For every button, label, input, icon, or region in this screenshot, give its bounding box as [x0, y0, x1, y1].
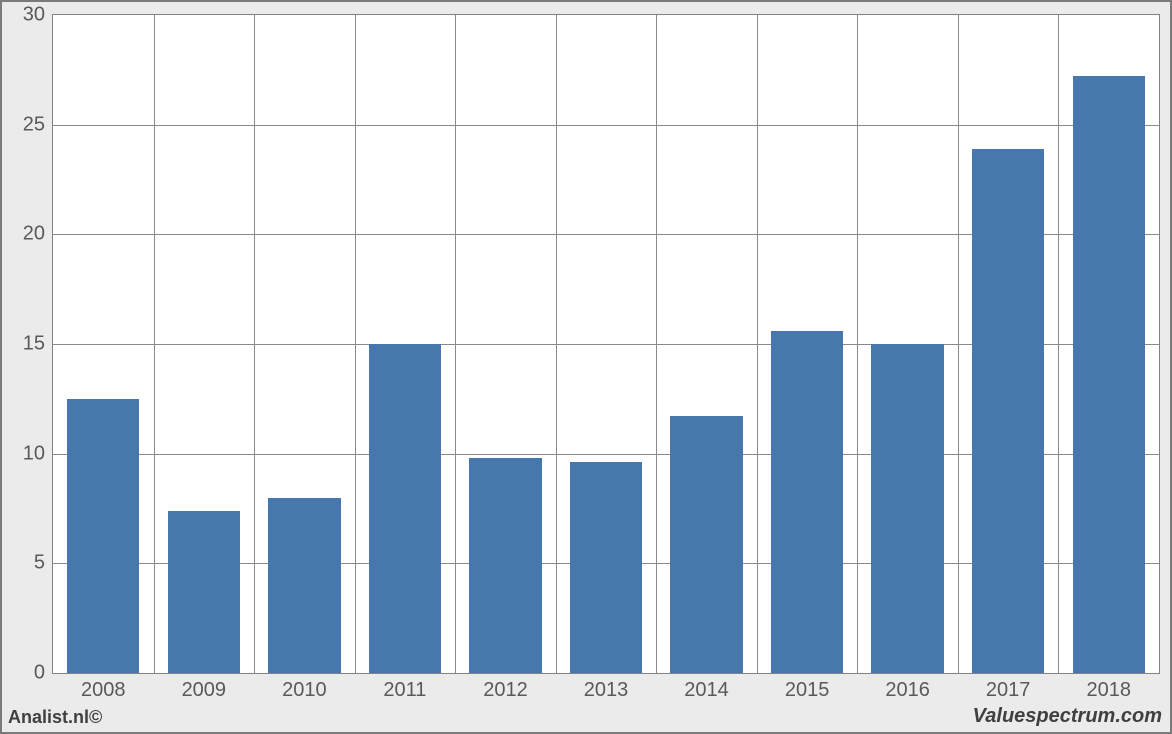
bar [670, 416, 742, 673]
bar [369, 344, 441, 673]
bar [871, 344, 943, 673]
y-axis-tick-label: 10 [23, 442, 53, 465]
bar [771, 331, 843, 673]
x-axis-tick-label: 2013 [584, 673, 629, 702]
x-axis-tick-label: 2018 [1086, 673, 1131, 702]
grid-line-vertical [1058, 15, 1059, 673]
bar [1073, 76, 1145, 673]
y-axis-tick-label: 25 [23, 113, 53, 136]
bar [67, 399, 139, 673]
x-axis-tick-label: 2009 [182, 673, 227, 702]
x-axis-tick-label: 2015 [785, 673, 830, 702]
x-axis-tick-label: 2017 [986, 673, 1031, 702]
bar [570, 462, 642, 673]
y-axis-tick-label: 0 [34, 662, 53, 685]
bar [972, 149, 1044, 673]
grid-line-vertical [958, 15, 959, 673]
x-axis-tick-label: 2008 [81, 673, 126, 702]
grid-line-vertical [656, 15, 657, 673]
grid-line-horizontal [53, 125, 1159, 126]
y-axis-tick-label: 5 [34, 552, 53, 575]
grid-line-vertical [455, 15, 456, 673]
grid-line-vertical [757, 15, 758, 673]
y-axis-tick-label: 20 [23, 223, 53, 246]
grid-line-vertical [355, 15, 356, 673]
credit-left: Analist.nl© [8, 707, 102, 728]
x-axis-tick-label: 2012 [483, 673, 528, 702]
bar [268, 498, 340, 673]
chart-container: 0 5 10 15 20 25 30 2008 2009 2010 2011 2012 2013 2014… [0, 0, 1172, 734]
bar [168, 511, 240, 673]
y-axis-tick-label: 15 [23, 333, 53, 356]
bar [469, 458, 541, 673]
x-axis-tick-label: 2016 [885, 673, 930, 702]
plot-area: 0510152025302008200920102011201220132014… [52, 14, 1160, 674]
grid-line-vertical [154, 15, 155, 673]
x-axis-tick-label: 2010 [282, 673, 327, 702]
x-axis-tick-label: 2011 [383, 673, 426, 702]
grid-line-vertical [556, 15, 557, 673]
grid-line-vertical [857, 15, 858, 673]
x-axis-tick-label: 2014 [684, 673, 729, 702]
grid-line-vertical [254, 15, 255, 673]
credit-right: Valuespectrum.com [973, 705, 1162, 728]
y-axis-tick-label: 30 [23, 4, 53, 27]
